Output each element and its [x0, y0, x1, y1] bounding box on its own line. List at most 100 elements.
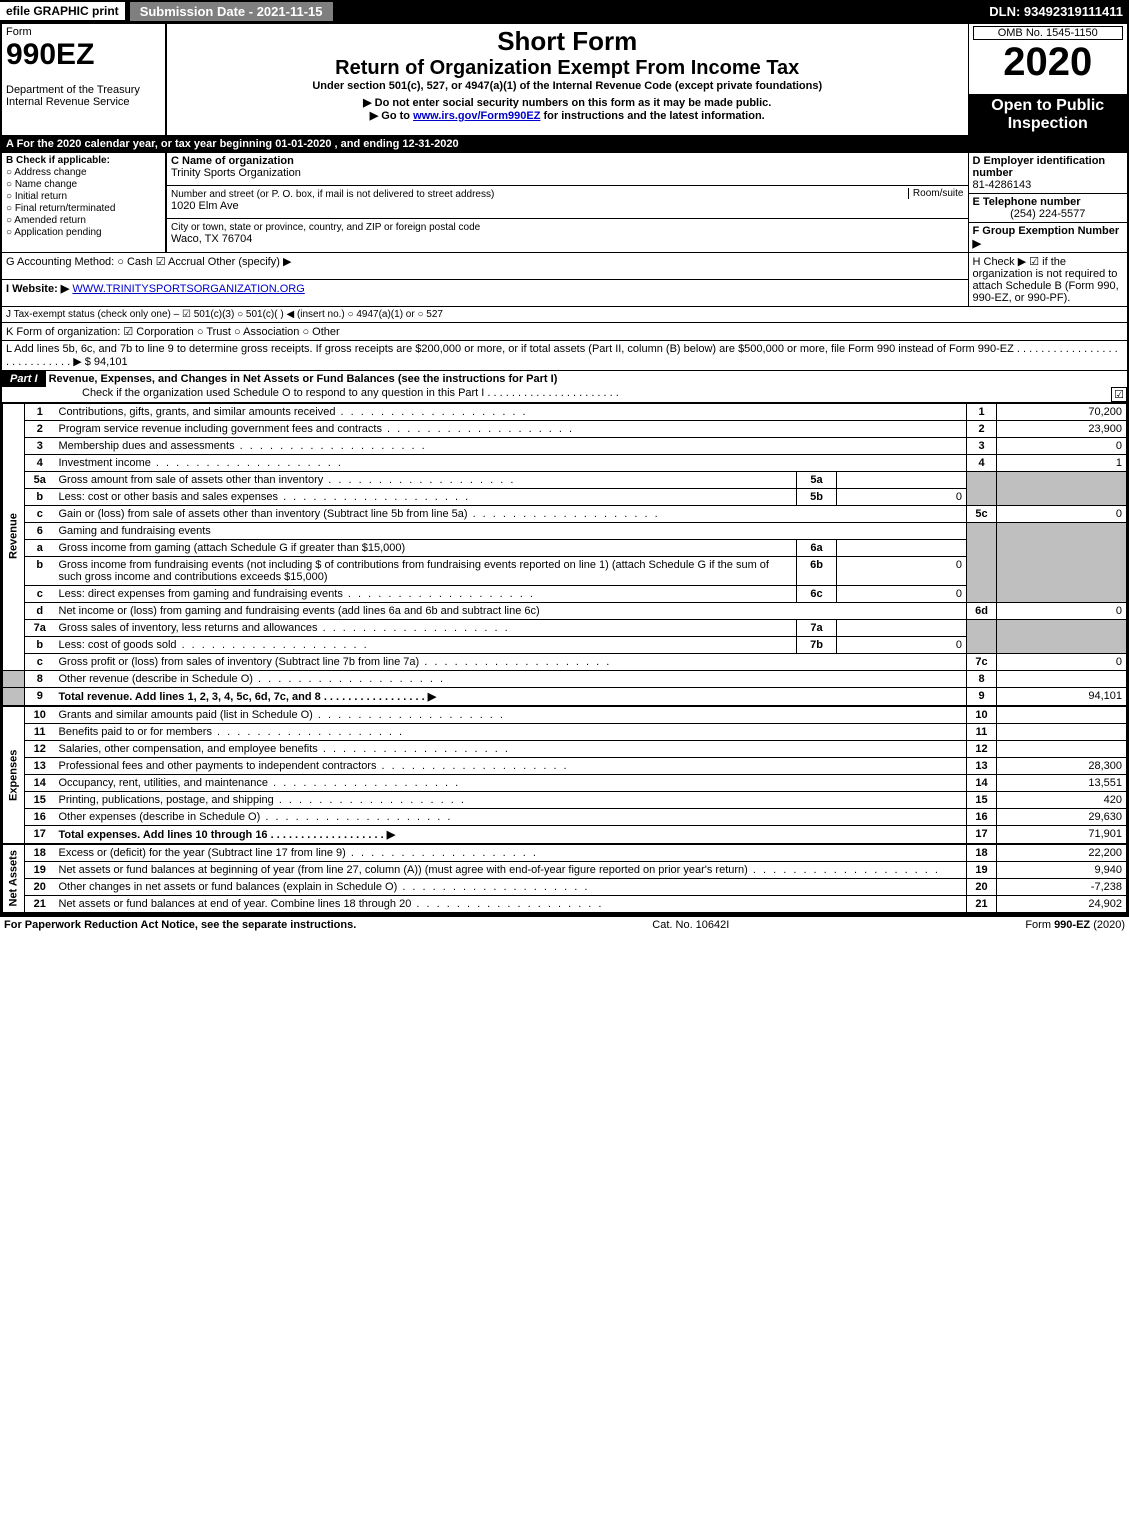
l20-text: Other changes in net assets or fund bala…: [55, 878, 967, 895]
l7a-num: 7a: [25, 619, 55, 636]
efile-button[interactable]: efile GRAPHIC print: [0, 2, 125, 20]
box-b-title: B Check if applicable:: [6, 155, 110, 166]
omb-number: OMB No. 1545-1150: [973, 26, 1124, 40]
l10-num: 10: [25, 706, 55, 724]
l15-num: 15: [25, 791, 55, 808]
l6b-num: b: [25, 556, 55, 585]
l14-col: 14: [967, 774, 997, 791]
l15-text: Printing, publications, postage, and shi…: [55, 791, 967, 808]
box-c-label: C Name of organization: [171, 155, 294, 167]
l5b-sn: 5b: [797, 488, 837, 505]
l19-text: Net assets or fund balances at beginning…: [55, 861, 967, 878]
l12-text: Salaries, other compensation, and employ…: [55, 740, 967, 757]
part-i-header-row: Part I Revenue, Expenses, and Changes in…: [1, 370, 1128, 402]
under-section: Under section 501(c), 527, or 4947(a)(1)…: [171, 80, 964, 92]
org-name: Trinity Sports Organization: [171, 167, 301, 179]
rev-spacer: [3, 670, 25, 687]
l6d-col: 6d: [967, 602, 997, 619]
l2-text: Program service revenue including govern…: [55, 420, 967, 437]
footer: For Paperwork Reduction Act Notice, see …: [0, 915, 1129, 933]
l7ab-shade: [967, 619, 997, 653]
l5c-num: c: [25, 505, 55, 522]
form-id-cell: Form 990EZ Department of the Treasury In…: [1, 23, 166, 135]
l6c-sv: 0: [837, 585, 967, 602]
l12-col: 12: [967, 740, 997, 757]
l7a-text: Gross sales of inventory, less returns a…: [55, 619, 797, 636]
addr-label: Number and street (or P. O. box, if mail…: [171, 189, 494, 200]
irs-link[interactable]: www.irs.gov/Form990EZ: [413, 110, 540, 122]
part-i-checkbox[interactable]: ☑: [1111, 387, 1127, 402]
l9-val: 94,101: [997, 687, 1127, 706]
chk-application-pending[interactable]: Application pending: [6, 227, 161, 238]
chk-final-return[interactable]: Final return/terminated: [6, 203, 161, 214]
l15-val: 420: [997, 791, 1127, 808]
l18-text: Excess or (deficit) for the year (Subtra…: [55, 844, 967, 862]
l3-text: Membership dues and assessments: [55, 437, 967, 454]
l6d-text: Net income or (loss) from gaming and fun…: [55, 602, 967, 619]
l11-val: [997, 723, 1127, 740]
l14-val: 13,551: [997, 774, 1127, 791]
l5c-text: Gain or (loss) from sale of assets other…: [55, 505, 967, 522]
l5a-sv: [837, 471, 967, 488]
l14-text: Occupancy, rent, utilities, and maintena…: [55, 774, 967, 791]
l13-col: 13: [967, 757, 997, 774]
l5b-text: Less: cost or other basis and sales expe…: [55, 488, 797, 505]
footer-left: For Paperwork Reduction Act Notice, see …: [4, 919, 356, 931]
box-e-label: E Telephone number: [973, 196, 1081, 208]
line-h: H Check ▶ ☑ if the organization is not r…: [968, 252, 1128, 306]
box-d-label: D Employer identification number: [973, 155, 1106, 179]
expenses-vert-label: Expenses: [3, 706, 25, 844]
line-g: G Accounting Method: ○ Cash ☑ Accrual Ot…: [1, 252, 968, 279]
l20-col: 20: [967, 878, 997, 895]
instructions-cell: ▶ Do not enter social security numbers o…: [166, 94, 968, 135]
l6a-text: Gross income from gaming (attach Schedul…: [55, 539, 797, 556]
l15-col: 15: [967, 791, 997, 808]
l18-val: 22,200: [997, 844, 1127, 862]
l16-val: 29,630: [997, 808, 1127, 825]
box-c-address: Number and street (or P. O. box, if mail…: [166, 185, 968, 218]
l21-col: 21: [967, 895, 997, 912]
l7ab-shade-v: [997, 619, 1127, 653]
l6-text: Gaming and fundraising events: [55, 522, 967, 539]
l6a-num: a: [25, 539, 55, 556]
omb-year-cell: OMB No. 1545-1150 2020: [968, 23, 1128, 94]
top-bar: efile GRAPHIC print Submission Date - 20…: [0, 0, 1129, 22]
l11-col: 11: [967, 723, 997, 740]
l6b-text: Gross income from fundraising events (no…: [55, 556, 797, 585]
l17-text: Total expenses. Add lines 10 through 16 …: [55, 825, 967, 844]
l5a-num: 5a: [25, 471, 55, 488]
l3-val: 0: [997, 437, 1127, 454]
l7c-num: c: [25, 653, 55, 670]
l6d-num: d: [25, 602, 55, 619]
goto-suffix: for instructions and the latest informat…: [540, 110, 764, 122]
city-label: City or town, state or province, country…: [171, 222, 480, 233]
box-f-label: F Group Exemption Number ▶: [973, 225, 1120, 250]
chk-amended-return[interactable]: Amended return: [6, 215, 161, 226]
l6-num: 6: [25, 522, 55, 539]
rev-spacer2: [3, 687, 25, 706]
l13-text: Professional fees and other payments to …: [55, 757, 967, 774]
form-word: Form: [6, 26, 161, 38]
l18-num: 18: [25, 844, 55, 862]
chk-name-change[interactable]: Name change: [6, 179, 161, 190]
l3-col: 3: [967, 437, 997, 454]
title-cell: Short Form Return of Organization Exempt…: [166, 23, 968, 94]
l2-val: 23,900: [997, 420, 1127, 437]
line-k: K Form of organization: ☑ Corporation ○ …: [1, 322, 1128, 340]
l4-val: 1: [997, 454, 1127, 471]
city-value: Waco, TX 76704: [171, 233, 252, 245]
l9-num: 9: [25, 687, 55, 706]
l4-text: Investment income: [55, 454, 967, 471]
chk-initial-return[interactable]: Initial return: [6, 191, 161, 202]
l10-col: 10: [967, 706, 997, 724]
l8-val: [997, 670, 1127, 687]
l6c-sn: 6c: [797, 585, 837, 602]
l20-val: -7,238: [997, 878, 1127, 895]
l5ab-shade: [967, 471, 997, 505]
chk-address-change[interactable]: Address change: [6, 167, 161, 178]
website-link[interactable]: WWW.TRINITYSPORTSORGANIZATION.ORG: [72, 283, 304, 295]
l13-num: 13: [25, 757, 55, 774]
no-ssn-warning: ▶ Do not enter social security numbers o…: [171, 96, 964, 109]
l6b-sv: 0: [837, 556, 967, 585]
l11-num: 11: [25, 723, 55, 740]
